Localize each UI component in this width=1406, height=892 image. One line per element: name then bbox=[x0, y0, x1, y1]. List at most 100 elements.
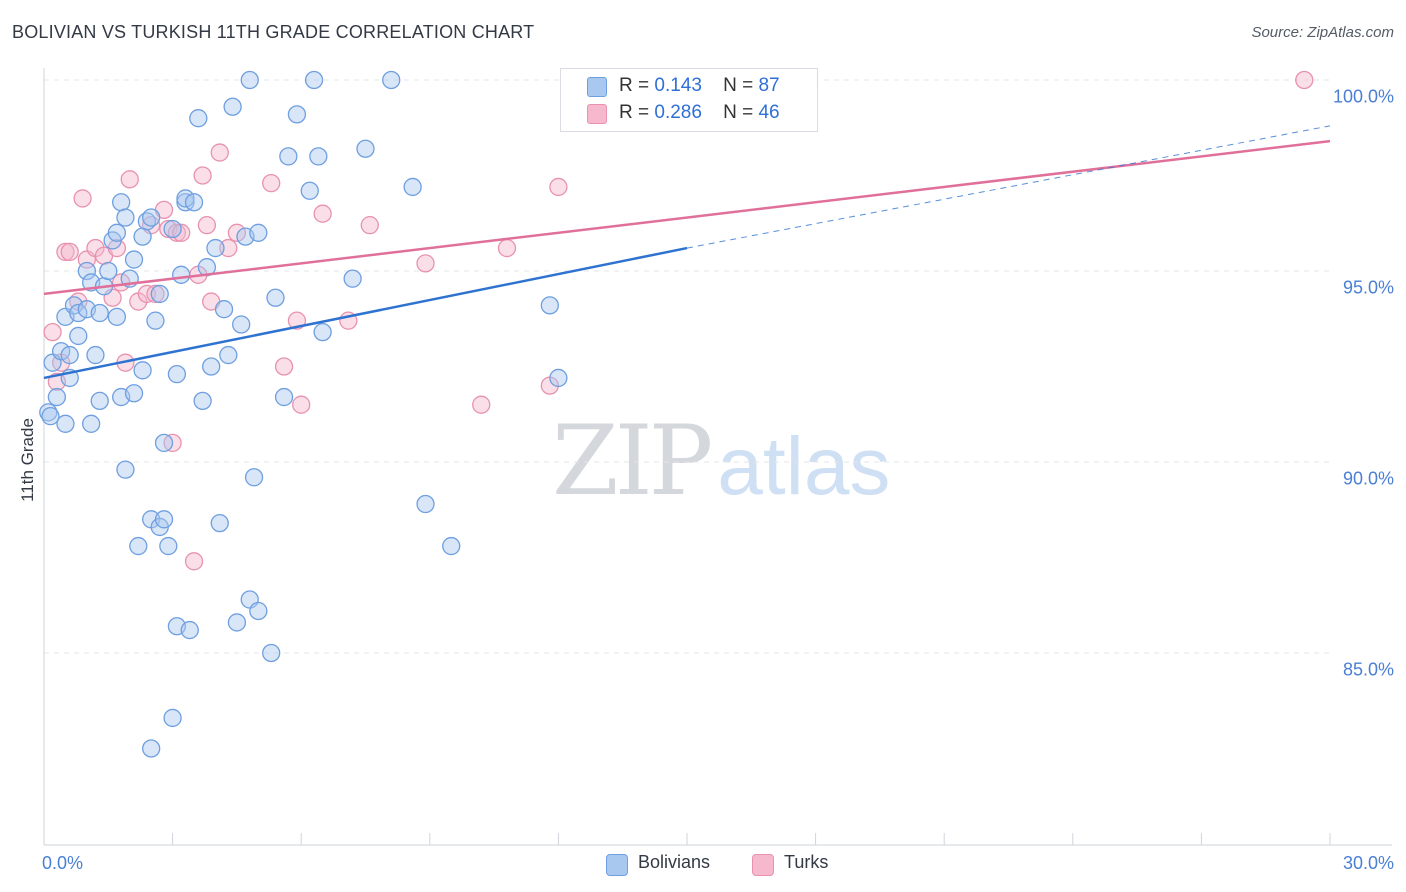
bolivians-point bbox=[309, 147, 328, 166]
bolivians-point bbox=[167, 364, 187, 384]
bolivians-point bbox=[304, 70, 324, 90]
bolivians-point bbox=[227, 613, 247, 632]
bolivians-trend-extension bbox=[686, 125, 1331, 249]
bolivians-trend-line bbox=[43, 246, 688, 380]
y-tick-95: 95.0% bbox=[1342, 277, 1394, 298]
bottom-legend-swatch-turks bbox=[752, 854, 774, 876]
bolivians-point bbox=[206, 238, 225, 258]
bolivians-point bbox=[129, 536, 148, 556]
bolivians-point bbox=[90, 391, 109, 411]
turks-point bbox=[184, 552, 204, 571]
bolivians-point bbox=[172, 265, 191, 284]
bolivians-point bbox=[549, 368, 568, 388]
bolivians-point bbox=[210, 513, 229, 533]
bolivians-point bbox=[90, 303, 109, 323]
turks-point bbox=[274, 357, 294, 376]
turks-point bbox=[172, 223, 191, 242]
turks-point bbox=[549, 177, 568, 197]
bolivians-point bbox=[279, 147, 298, 166]
turks-point bbox=[497, 238, 517, 258]
bolivians-point bbox=[77, 261, 97, 281]
bolivians-point bbox=[356, 139, 375, 158]
bolivians-point bbox=[69, 303, 88, 323]
x-tick-min: 0.0% bbox=[42, 853, 84, 873]
bolivians-point bbox=[86, 345, 105, 365]
bolivians-point bbox=[287, 105, 307, 124]
turks-point bbox=[262, 173, 281, 193]
bolivians-point bbox=[219, 345, 238, 365]
bolivians-point bbox=[112, 193, 131, 212]
turks-point bbox=[193, 166, 212, 185]
y-axis-label: 11th Grade bbox=[18, 418, 37, 502]
bolivians-points bbox=[39, 70, 568, 758]
bolivians-point bbox=[442, 536, 461, 556]
bolivians-point bbox=[99, 261, 118, 281]
bolivians-point bbox=[82, 414, 101, 433]
y-tick-100: 100.0% bbox=[1332, 86, 1394, 107]
bolivians-point bbox=[142, 208, 161, 227]
turks-point bbox=[1295, 70, 1314, 90]
source-label: Source: ZipAtlas.com bbox=[1251, 24, 1394, 41]
bolivians-point bbox=[262, 643, 281, 663]
axes bbox=[43, 68, 1392, 846]
bolivians-point bbox=[266, 288, 285, 307]
turks-point bbox=[227, 223, 247, 242]
turks-point bbox=[112, 273, 131, 292]
bolivians-point bbox=[249, 601, 268, 621]
bolivians-point bbox=[223, 97, 242, 116]
bolivians-point bbox=[240, 70, 259, 90]
bolivians-point bbox=[313, 322, 332, 342]
watermark-zip: ZIP bbox=[552, 405, 713, 517]
bolivians-point bbox=[107, 223, 127, 242]
bolivians-point bbox=[274, 387, 294, 407]
bolivians-point bbox=[244, 468, 264, 487]
bolivians-point bbox=[416, 494, 435, 514]
turks-point bbox=[292, 395, 311, 414]
bolivians-point bbox=[163, 219, 182, 239]
bolivians-point bbox=[47, 387, 67, 407]
bolivians-point bbox=[133, 361, 152, 380]
bolivians-point bbox=[51, 342, 71, 361]
turks-point bbox=[43, 322, 62, 342]
gridlines bbox=[44, 79, 1330, 654]
turks-point bbox=[210, 143, 229, 162]
legend-text-bolivians: R = 0.143 N = 87 bbox=[619, 75, 780, 96]
bottom-legend-label-bolivians: Bolivians bbox=[638, 852, 711, 872]
bolivians-point bbox=[116, 460, 135, 479]
bolivians-point bbox=[382, 70, 401, 90]
turks-point bbox=[219, 238, 238, 258]
legend-swatch-turks bbox=[587, 104, 607, 124]
bolivians-point bbox=[232, 315, 251, 334]
chart-title: BOLIVIAN VS TURKISH 11TH GRADE CORRELATI… bbox=[12, 22, 535, 42]
legend-swatch-bolivians bbox=[587, 77, 607, 97]
y-tick-90: 90.0% bbox=[1342, 468, 1394, 489]
bolivians-point bbox=[540, 296, 559, 315]
legend-text-turks: R = 0.286 N = 46 bbox=[619, 102, 780, 123]
turks-point bbox=[60, 242, 79, 262]
bolivians-point bbox=[142, 739, 161, 758]
turks-point bbox=[73, 189, 92, 208]
bolivians-point bbox=[133, 227, 152, 246]
turks-point bbox=[146, 284, 165, 304]
bolivians-point bbox=[403, 177, 422, 197]
turks-point bbox=[197, 216, 217, 235]
bolivians-point bbox=[124, 250, 144, 269]
bolivians-point bbox=[343, 269, 362, 288]
bolivians-point bbox=[146, 311, 165, 330]
bolivians-point bbox=[60, 345, 79, 365]
stats-legend: R = 0.143 N = 87 R = 0.286 N = 46 bbox=[560, 68, 818, 132]
bolivians-point bbox=[214, 300, 234, 319]
bolivians-point bbox=[193, 391, 212, 411]
turks-point bbox=[416, 254, 435, 273]
bottom-legend-swatch-bolivians bbox=[606, 854, 628, 876]
bolivians-point bbox=[41, 407, 60, 426]
bolivians-point bbox=[56, 414, 75, 433]
turks-point bbox=[56, 242, 75, 262]
turks-point bbox=[120, 170, 139, 189]
turks-point bbox=[313, 204, 332, 223]
bolivians-point bbox=[116, 208, 135, 227]
trend-lines bbox=[43, 125, 1331, 380]
bolivians-point bbox=[300, 181, 319, 200]
bolivians-point bbox=[69, 326, 88, 346]
